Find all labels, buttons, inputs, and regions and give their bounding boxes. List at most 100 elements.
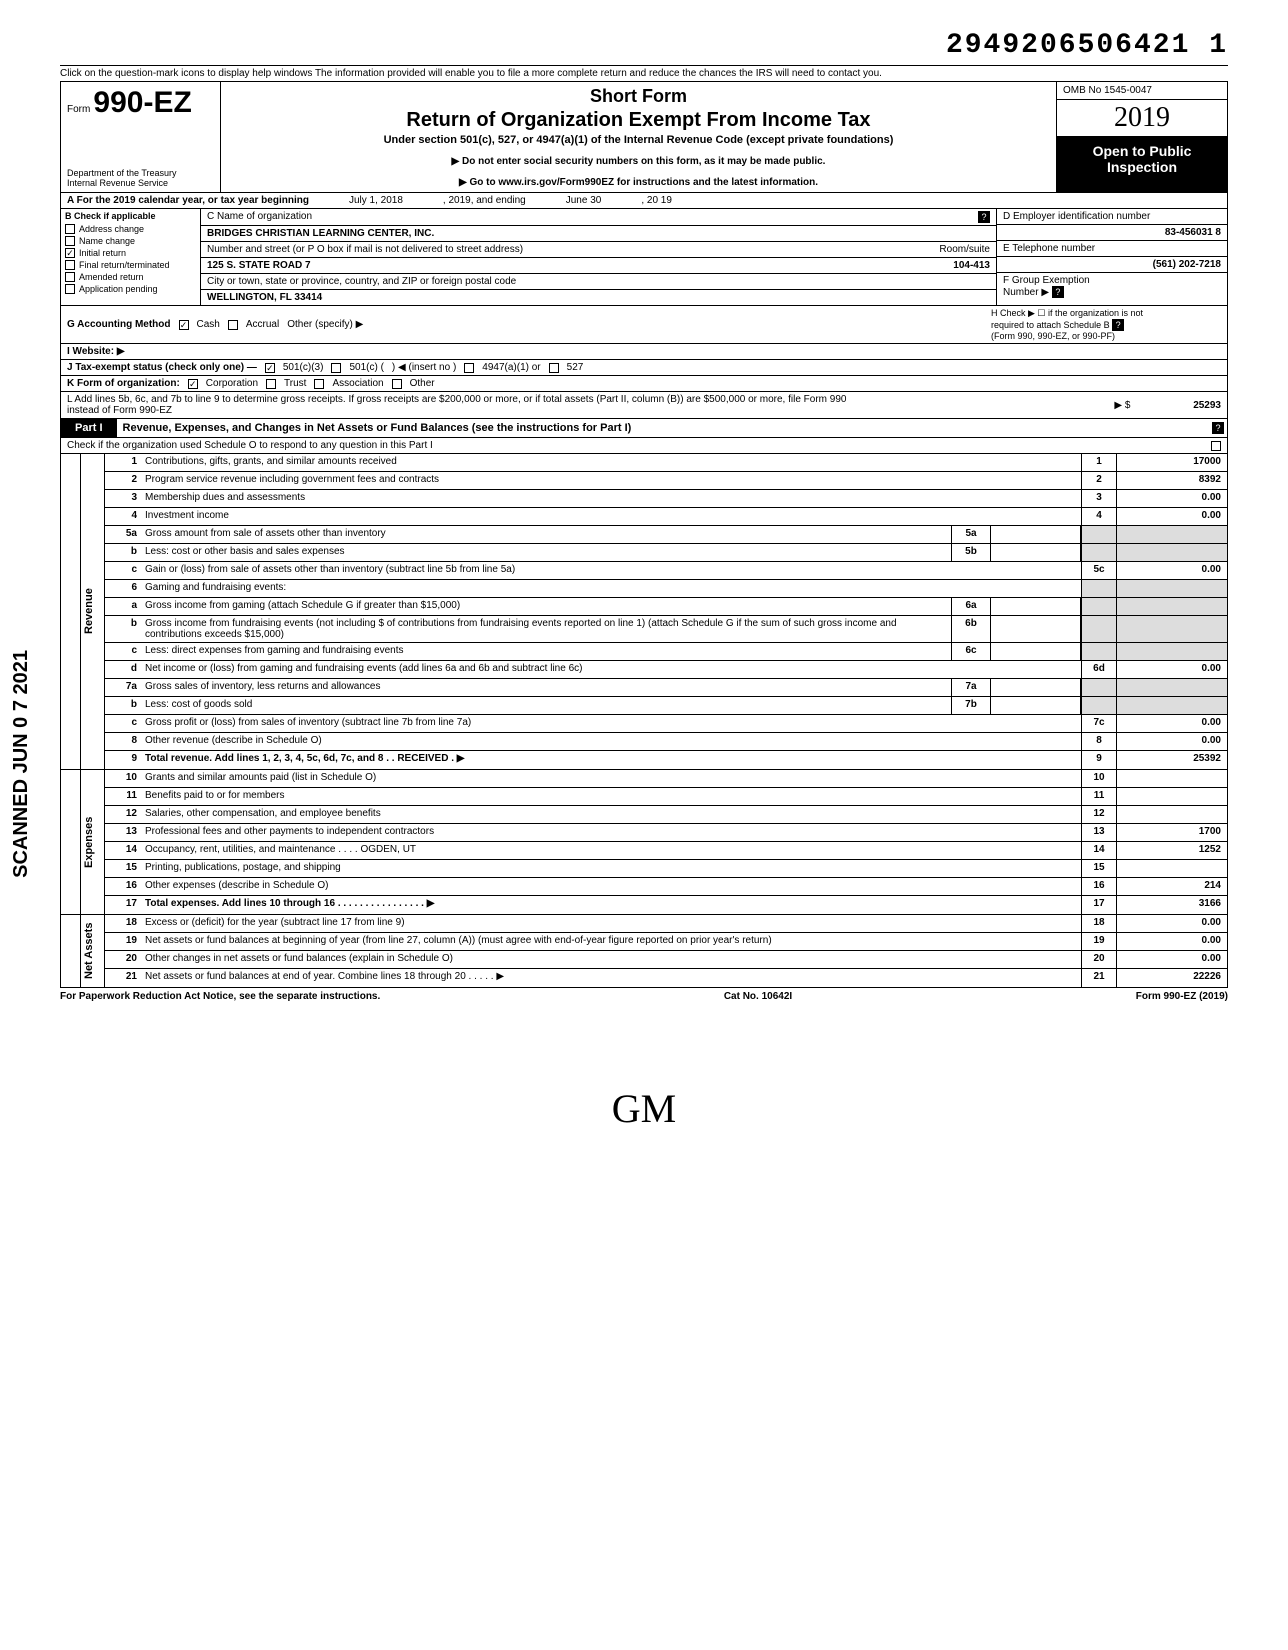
mid-line-value <box>991 544 1081 561</box>
cash-checkbox[interactable]: ✓ <box>179 320 189 330</box>
line-text: Investment income <box>141 508 1081 525</box>
trust-checkbox[interactable] <box>266 379 276 389</box>
checkbox[interactable] <box>65 236 75 246</box>
revenue-section: Revenue 1Contributions, gifts, grants, a… <box>60 454 1228 770</box>
right-line-ref <box>1081 544 1117 561</box>
check-schedule-o: Check if the organization used Schedule … <box>60 438 1228 454</box>
footer-right: Form 990-EZ (2019) <box>1136 991 1228 1002</box>
line-number: 18 <box>105 915 141 932</box>
line-text: Total expenses. Add lines 10 through 16 … <box>141 896 1081 914</box>
assoc-checkbox[interactable] <box>314 379 324 389</box>
line-text: Printing, publications, postage, and shi… <box>141 860 1081 877</box>
line-text: Professional fees and other payments to … <box>141 824 1081 841</box>
room-value: 104-413 <box>953 260 990 271</box>
form-line: 3Membership dues and assessments30.00 <box>105 490 1227 508</box>
under-section: Under section 501(c), 527, or 4947(a)(1)… <box>229 134 1048 146</box>
right-line-ref <box>1081 598 1117 615</box>
line-text: Less: cost of goods sold <box>141 697 951 714</box>
line-value <box>1117 770 1227 787</box>
header-mid: Short Form Return of Organization Exempt… <box>221 82 1057 192</box>
row-a-begin: July 1, 2018 <box>349 195 403 206</box>
signature: GM <box>60 1085 1228 1132</box>
row-a: A For the 2019 calendar year, or tax yea… <box>60 193 1228 209</box>
h-label: H Check ▶ ☐ if the organization is not <box>991 308 1143 318</box>
501c3-label: 501(c)(3) <box>283 362 324 373</box>
line-value: 0.00 <box>1117 915 1227 932</box>
form-prefix: Form <box>67 104 90 115</box>
icon-column <box>61 915 81 987</box>
checkbox-row: Application pending <box>61 283 200 295</box>
527-checkbox[interactable] <box>549 363 559 373</box>
phone-value: (561) 202-7218 <box>997 257 1227 273</box>
501c-label-b: ) ◀ (insert no ) <box>392 362 456 373</box>
line-text: Other revenue (describe in Schedule O) <box>141 733 1081 750</box>
line-value: 0.00 <box>1117 733 1227 750</box>
row-a-suffix: , 20 19 <box>641 195 672 206</box>
4947-checkbox[interactable] <box>464 363 474 373</box>
name-label: C Name of organization <box>207 211 312 223</box>
501c-checkbox[interactable] <box>331 363 341 373</box>
form-line: cGain or (loss) from sale of assets othe… <box>105 562 1227 580</box>
l-text: L Add lines 5b, 6c, and 7b to line 9 to … <box>67 394 867 416</box>
line-value: 0.00 <box>1117 715 1227 732</box>
right-line-ref: 7c <box>1081 715 1117 732</box>
row-a-label: A For the 2019 calendar year, or tax yea… <box>67 195 309 206</box>
line-number: 17 <box>105 896 141 914</box>
form-line: bLess: cost of goods sold7b <box>105 697 1227 715</box>
other-k-label: Other <box>410 378 435 389</box>
line-value: 0.00 <box>1117 661 1227 678</box>
schedule-o-checkbox[interactable] <box>1211 441 1221 451</box>
form-line: 2Program service revenue including gover… <box>105 472 1227 490</box>
right-line-ref: 12 <box>1081 806 1117 823</box>
form-line: cGross profit or (loss) from sales of in… <box>105 715 1227 733</box>
right-line-ref <box>1081 643 1117 660</box>
form-line: cLess: direct expenses from gaming and f… <box>105 643 1227 661</box>
hint-text: Click on the question-mark icons to disp… <box>60 65 1228 82</box>
527-label: 527 <box>567 362 584 373</box>
l-value: 25293 <box>1193 400 1221 411</box>
form-line: 11Benefits paid to or for members11 <box>105 788 1227 806</box>
line-i: I Website: ▶ <box>60 344 1228 360</box>
checkbox[interactable] <box>65 284 75 294</box>
accrual-checkbox[interactable] <box>228 320 238 330</box>
mid-line-ref: 5b <box>951 544 991 561</box>
form-line: 14Occupancy, rent, utilities, and mainte… <box>105 842 1227 860</box>
line-number: 4 <box>105 508 141 525</box>
help-icon[interactable]: ? <box>978 211 990 223</box>
line-number: 9 <box>105 751 141 769</box>
corp-checkbox[interactable]: ✓ <box>188 379 198 389</box>
form-number: 990-EZ <box>93 86 191 119</box>
line-text: Gross income from gaming (attach Schedul… <box>141 598 951 615</box>
checkbox-label: Name change <box>79 236 135 246</box>
form-line: bLess: cost or other basis and sales exp… <box>105 544 1227 562</box>
checkbox[interactable]: ✓ <box>65 248 75 258</box>
line-value <box>1117 526 1227 543</box>
right-line-ref: 17 <box>1081 896 1117 914</box>
part1-tab: Part I <box>61 419 117 437</box>
other-checkbox[interactable] <box>392 379 402 389</box>
help-icon[interactable]: ? <box>1212 422 1224 434</box>
line-value: 214 <box>1117 878 1227 895</box>
line-number: 3 <box>105 490 141 507</box>
trust-label: Trust <box>284 378 306 389</box>
checkbox[interactable] <box>65 224 75 234</box>
form-line: 20Other changes in net assets or fund ba… <box>105 951 1227 969</box>
right-line-ref: 20 <box>1081 951 1117 968</box>
f-label2: Number ▶ <box>1003 287 1049 298</box>
form-line: 10Grants and similar amounts paid (list … <box>105 770 1227 788</box>
mid-line-ref: 6a <box>951 598 991 615</box>
street-value: 125 S. STATE ROAD 7 <box>207 260 311 271</box>
501c3-checkbox[interactable]: ✓ <box>265 363 275 373</box>
help-icon[interactable]: ? <box>1052 286 1064 298</box>
other-label: Other (specify) ▶ <box>287 319 363 330</box>
line-g-h: G Accounting Method ✓ Cash Accrual Other… <box>60 306 1228 344</box>
i-label: I Website: ▶ <box>67 346 125 357</box>
part1-header: Part I Revenue, Expenses, and Changes in… <box>60 419 1228 438</box>
right-line-ref: 19 <box>1081 933 1117 950</box>
footer-mid: Cat No. 10642I <box>724 991 792 1002</box>
help-icon[interactable]: ? <box>1112 319 1124 331</box>
checkbox[interactable] <box>65 260 75 270</box>
checkbox[interactable] <box>65 272 75 282</box>
line-number: 15 <box>105 860 141 877</box>
row-a-mid: , 2019, and ending <box>443 195 526 206</box>
